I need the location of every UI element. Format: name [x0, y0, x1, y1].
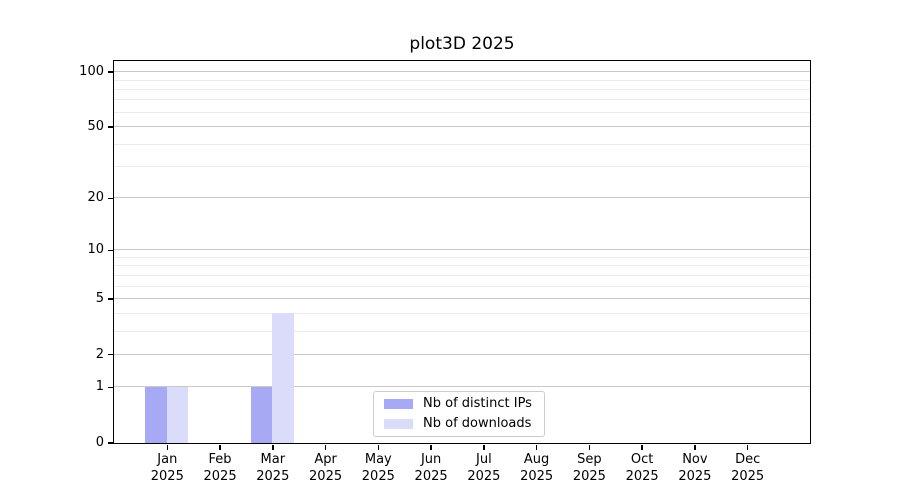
gridline-major: [113, 249, 810, 251]
gridline-major: [113, 71, 810, 73]
x-tick: [324, 444, 327, 450]
gridline-minor: [113, 111, 810, 113]
x-tick: [377, 444, 380, 450]
y-tick-label: 1: [95, 379, 104, 395]
gridline-minor: [113, 330, 810, 332]
y-tick: [108, 249, 114, 252]
gridline-minor: [113, 99, 810, 101]
legend-item-downloads: Nb of downloads: [384, 416, 534, 432]
gridline-major: [113, 353, 810, 355]
x-tick-label: Nov 2025: [678, 452, 712, 484]
y-tick: [108, 442, 114, 444]
gridline-minor: [113, 312, 810, 314]
bar-nb-of-distinct-ips: [145, 386, 167, 443]
y-tick-label: 0: [95, 435, 104, 450]
x-tick-label: Apr 2025: [309, 452, 343, 484]
gridline-minor: [113, 166, 810, 168]
gridline-major: [113, 298, 810, 299]
x-tick-label: May 2025: [361, 452, 395, 484]
y-tick: [108, 298, 114, 300]
x-tick: [219, 444, 221, 450]
x-tick-label: Sep 2025: [572, 452, 606, 484]
y-tick-label: 20: [87, 190, 104, 206]
gridline-minor: [113, 79, 810, 81]
gridline-major: [113, 126, 810, 128]
x-tick-label: Jul 2025: [467, 452, 501, 484]
y-tick-label: 5: [95, 291, 104, 306]
x-tick-label: Dec 2025: [731, 452, 765, 484]
y-tick-label: 100: [79, 64, 104, 80]
x-tick: [272, 444, 274, 450]
gridline-minor: [113, 285, 810, 287]
y-tick-label: 10: [87, 242, 104, 258]
x-tick: [166, 444, 169, 450]
gridline-minor: [113, 274, 810, 276]
x-tick-label: Jun 2025: [414, 452, 448, 484]
y-tick-label: 50: [87, 119, 104, 135]
legend-label-distinct-ips: Nb of distinct IPs: [423, 396, 532, 411]
bar-nb-of-downloads: [166, 386, 189, 443]
x-tick: [694, 444, 696, 450]
legend-label-downloads: Nb of downloads: [423, 416, 532, 431]
gridline-minor: [113, 88, 810, 90]
x-tick: [746, 444, 749, 450]
bar-nb-of-distinct-ips: [250, 386, 273, 443]
x-tick: [535, 444, 538, 450]
x-tick: [588, 444, 591, 450]
gridline-major: [113, 197, 810, 199]
legend-item-distinct-ips: Nb of distinct IPs: [384, 396, 534, 412]
x-tick-label: Aug 2025: [520, 452, 554, 484]
legend-swatch-distinct-ips-icon: [384, 399, 413, 409]
y-tick: [108, 353, 114, 356]
x-tick: [430, 444, 432, 450]
plot-area: [112, 59, 811, 444]
y-tick: [108, 126, 114, 128]
gridline-minor: [113, 143, 810, 145]
y-tick: [108, 386, 114, 389]
y-tick: [108, 71, 114, 73]
x-tick: [641, 444, 643, 450]
x-tick-label: Feb 2025: [203, 452, 237, 484]
bar-nb-of-downloads: [272, 313, 294, 443]
x-tick-label: Jan 2025: [150, 452, 184, 484]
legend-swatch-downloads-icon: [384, 419, 413, 429]
gridline-minor: [113, 265, 810, 267]
chart-title: plot3D 2025: [409, 34, 515, 54]
x-tick: [483, 444, 485, 450]
x-tick-label: Mar 2025: [256, 452, 290, 484]
y-tick-label: 2: [95, 346, 104, 362]
gridline-minor: [113, 256, 810, 258]
x-tick-label: Oct 2025: [625, 452, 659, 484]
gridline-major: [113, 386, 810, 388]
legend: Nb of distinct IPs Nb of downloads: [373, 391, 545, 437]
y-tick: [108, 197, 114, 200]
